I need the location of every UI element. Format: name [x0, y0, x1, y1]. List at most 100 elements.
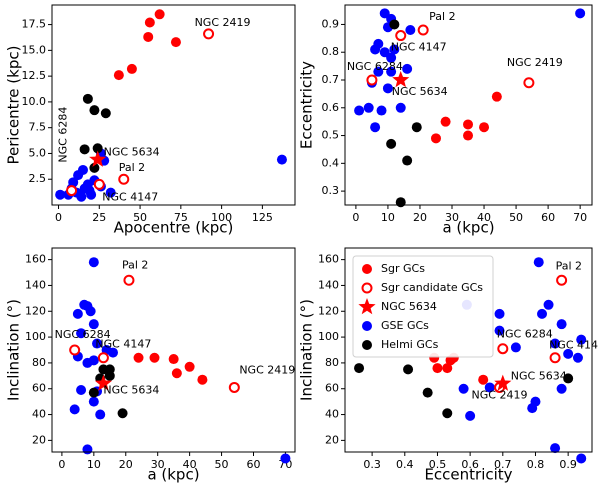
point-label: Pal 2 [122, 258, 148, 271]
point [143, 31, 154, 42]
point-label: NGC 2419 [195, 16, 251, 29]
point [463, 119, 474, 130]
x-tick-label: 0.3 [363, 458, 381, 471]
point [550, 443, 561, 454]
x-axis-label: a (kpc) [442, 219, 494, 237]
y-tick-label: 40 [325, 408, 339, 421]
point [68, 177, 79, 188]
x-tick-label: 0 [352, 211, 359, 224]
point [386, 52, 397, 63]
point [389, 19, 400, 30]
point [184, 361, 195, 372]
y-tick-label: 20 [325, 433, 339, 446]
y-tick-label: 2.5 [29, 172, 47, 185]
point [484, 382, 495, 393]
point [463, 130, 474, 141]
point [376, 105, 387, 116]
open-marker [203, 28, 215, 40]
point [440, 116, 451, 127]
y-tick-label: 80 [32, 356, 46, 369]
y-tick-label: 0.7 [322, 73, 340, 86]
open-marker [228, 381, 240, 393]
y-tick-label: 0.4 [322, 156, 340, 169]
point [168, 354, 179, 365]
legend-marker [361, 282, 373, 294]
x-tick-label: 25 [92, 211, 106, 224]
point [76, 191, 87, 202]
point [382, 83, 393, 94]
point [402, 155, 413, 166]
legend-label: NGC 5634 [381, 300, 437, 313]
point [69, 404, 80, 415]
x-tick-label: 0.8 [527, 458, 545, 471]
point [556, 383, 567, 394]
point [575, 8, 586, 19]
point [386, 138, 397, 149]
point [88, 387, 99, 398]
point [405, 25, 416, 35]
point [105, 187, 116, 198]
open-marker [69, 344, 81, 356]
point [76, 328, 87, 339]
y-tick-label: 140 [318, 278, 339, 291]
point-label: NGC 4147 [95, 338, 151, 351]
plot-frame [51, 4, 296, 206]
point [370, 122, 381, 133]
point [478, 374, 489, 385]
y-tick-label: 160 [25, 253, 46, 266]
y-tick-label: 0.5 [322, 129, 340, 142]
x-tick-label: 0.4 [396, 458, 414, 471]
x-tick-label: 40 [183, 458, 197, 471]
point [556, 319, 567, 330]
point [395, 197, 406, 208]
point [149, 352, 160, 363]
y-tick-label: 0.9 [322, 17, 340, 30]
point [432, 363, 443, 374]
point [491, 91, 502, 102]
open-marker [118, 173, 130, 185]
x-tick-label: 60 [541, 211, 555, 224]
y-tick-label: 120 [318, 304, 339, 317]
star-marker [94, 374, 112, 391]
x-tick-label: 75 [174, 211, 188, 224]
y-tick-label: 20 [32, 433, 46, 446]
legend-box [352, 255, 494, 358]
open-marker [366, 74, 378, 86]
plot-frame [344, 247, 593, 453]
point [197, 374, 208, 385]
point [572, 352, 583, 363]
point [494, 325, 505, 336]
point [82, 444, 93, 455]
point-label: NGC 5634 [104, 146, 160, 159]
point [88, 319, 99, 330]
point [354, 363, 365, 374]
point [104, 370, 115, 381]
open-marker [497, 343, 509, 355]
point [576, 334, 587, 345]
x-tick-label: 0.6 [461, 458, 479, 471]
point [527, 403, 538, 414]
point [92, 338, 103, 349]
x-tick-label: 50 [509, 211, 523, 224]
legend-marker [358, 298, 376, 315]
point [543, 299, 554, 310]
x-tick-label: 0.7 [494, 458, 512, 471]
y-tick-label: 10.0 [22, 95, 47, 108]
star-marker [392, 71, 410, 88]
point [276, 154, 287, 165]
point-label: NGC 2419 [472, 388, 528, 401]
x-tick-label: 20 [119, 458, 133, 471]
point [76, 385, 87, 396]
y-tick-label: 0.8 [322, 45, 340, 58]
point [402, 63, 413, 74]
point [395, 102, 406, 113]
point [373, 66, 384, 77]
y-tick-label: 7.5 [29, 121, 47, 134]
legend-label: Helmi GCs [381, 338, 439, 351]
point-label: NGC 5634 [392, 85, 448, 98]
y-axis-label: Inclination (°) [298, 299, 316, 401]
y-tick-label: 120 [25, 304, 46, 317]
point [280, 453, 291, 464]
x-axis-label: Apocentre (kpc) [114, 219, 234, 237]
